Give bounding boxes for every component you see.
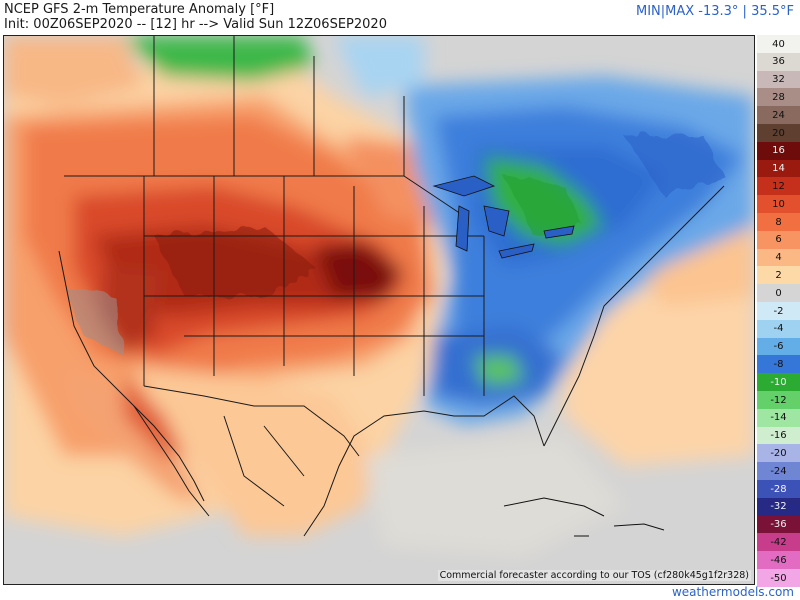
colorbar-label: -42	[770, 537, 787, 549]
colorbar-label: -8	[773, 359, 784, 371]
colorbar-label: -4	[773, 323, 784, 335]
colorbar-label: -2	[773, 305, 784, 317]
colorbar-swatch: 2	[757, 266, 800, 285]
great-lakes	[432, 175, 575, 259]
colorbar-swatch: -36	[757, 515, 800, 534]
colorbar-swatch: 0	[757, 284, 800, 303]
colorbar-label: -16	[770, 430, 787, 442]
colorbar-swatch: -50	[757, 569, 800, 588]
colorbar-swatch: 4	[757, 248, 800, 267]
colorbar-legend: 40 36 32 28 24 20 16 14 12 10 8 6 4 2 0 -2 -4 -6 -8 -10 -12-…	[757, 35, 800, 588]
colorbar-swatch: 12	[757, 177, 800, 196]
colorbar-label: 10	[772, 198, 785, 210]
colorbar-swatch: 16	[757, 141, 800, 161]
tos-notice: Commercial forecaster according to our T…	[437, 570, 751, 581]
colorbar-swatch: 20	[757, 124, 800, 143]
lake-erie	[498, 243, 535, 259]
colorbar-label: 8	[775, 216, 782, 228]
colorbar-label: -32	[770, 501, 787, 513]
colorbar-label: -36	[770, 519, 787, 531]
map-title: NCEP GFS 2-m Temperature Anomaly [°F]	[4, 2, 275, 17]
colorbar-swatch: -20	[757, 444, 800, 463]
map-subtitle: Init: 00Z06SEP2020 -- [12] hr --> Valid …	[4, 17, 387, 32]
colorbar-label: 6	[775, 234, 782, 246]
colorbar-swatch: 28	[757, 88, 800, 107]
colorbar-label: 24	[772, 109, 785, 121]
cuba	[503, 497, 605, 517]
colorbar-swatch: -4	[757, 319, 800, 339]
colorbar-swatch: -8	[757, 355, 800, 374]
colorbar-label: 36	[772, 56, 785, 68]
colorbar-label: -46	[770, 554, 787, 566]
colorbar-swatch: -46	[757, 551, 800, 570]
colorbar-swatch: 8	[757, 213, 800, 232]
colorbar-label: -12	[770, 394, 787, 406]
anomaly-map: Commercial forecaster according to our T…	[3, 35, 755, 585]
colorbar-label: 16	[772, 145, 785, 157]
lake-michigan	[455, 205, 470, 252]
colorbar-label: 12	[772, 181, 785, 193]
colorbar-swatch: -6	[757, 337, 800, 356]
colorbar-swatch: 14	[757, 159, 800, 178]
lake-huron	[483, 205, 510, 237]
colorbar-label: -6	[773, 341, 784, 353]
colorbar-swatch: -28	[757, 480, 800, 499]
colorbar-swatch: 6	[757, 230, 800, 250]
colorbar-swatch: 32	[757, 70, 800, 89]
colorbar-swatch: 10	[757, 195, 800, 214]
colorbar-swatch: 40	[757, 35, 800, 54]
colorbar-swatch: 24	[757, 106, 800, 125]
colorbar-swatch: -16	[757, 426, 800, 445]
colorbar-swatch: -32	[757, 497, 800, 517]
colorbar-swatch: -24	[757, 462, 800, 481]
colorbar-label: 28	[772, 92, 785, 104]
colorbar-label: -28	[770, 483, 787, 495]
min-max-readout: MIN|MAX -13.3° | 35.5°F	[635, 4, 794, 19]
colorbar-label: 14	[772, 163, 785, 175]
colorbar-swatch: -2	[757, 302, 800, 321]
lake-ontario	[543, 225, 575, 239]
colorbar-label: -24	[770, 465, 787, 477]
site-credit-link[interactable]: weathermodels.com	[671, 585, 794, 599]
colorbar-swatch: -10	[757, 373, 800, 392]
colorbar-swatch: -14	[757, 408, 800, 428]
colorbar-label: -14	[770, 412, 787, 424]
colorbar-label: 32	[772, 74, 785, 86]
colorbar-label: 40	[772, 38, 785, 50]
colorbar-label: -50	[770, 572, 787, 584]
colorbar-label: 4	[775, 252, 782, 264]
anomaly-texture	[64, 136, 724, 356]
us-mexico-border	[143, 385, 360, 457]
colorbar-swatch: -42	[757, 533, 800, 552]
political-boundaries	[58, 36, 725, 537]
colorbar-label: 0	[775, 287, 782, 299]
colorbar-swatch: 36	[757, 52, 800, 72]
colorbar-label: 20	[772, 127, 785, 139]
colorbar-swatch: -12	[757, 391, 800, 410]
colorbar-label: -20	[770, 448, 787, 460]
east-coastline	[543, 185, 725, 447]
lake-superior	[432, 175, 496, 197]
colorbar-label: 2	[775, 270, 782, 282]
colorbar-label: -10	[770, 376, 787, 388]
west-coastline	[58, 250, 205, 502]
caribbean-islands	[503, 497, 665, 537]
hispaniola	[613, 523, 665, 531]
